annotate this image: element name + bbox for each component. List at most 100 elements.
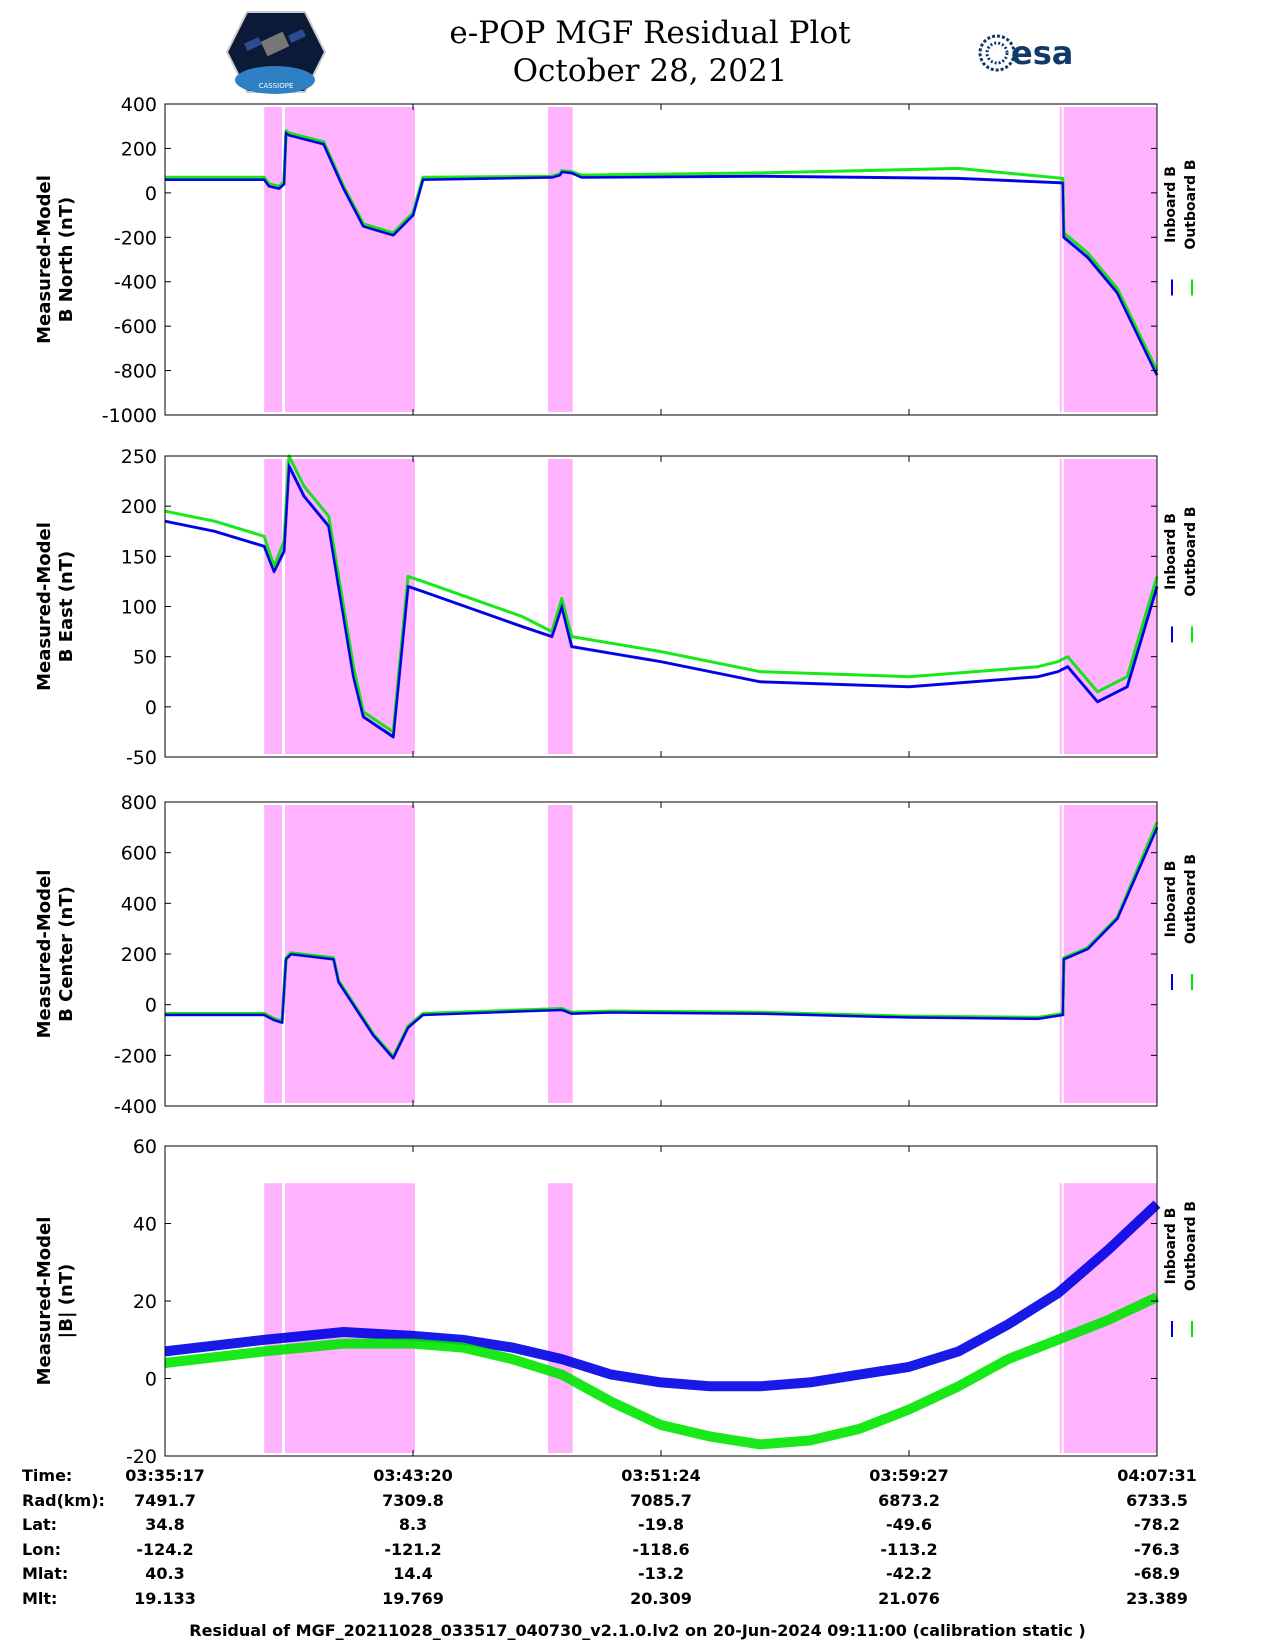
chart-title-line1: e-POP MGF Residual Plot [449, 15, 851, 51]
cassiope-mission-logo: CASSIOPE [225, 11, 327, 94]
info-row-label: Rad(km): [22, 1490, 105, 1510]
y-axis-label: Measured-ModelB North (nT) [34, 175, 77, 344]
y-tick-label: 0 [145, 995, 157, 1017]
y-tick-label: -400 [114, 1096, 157, 1118]
y-tick-label: -50 [126, 747, 157, 769]
y-tick-label: -200 [114, 227, 157, 249]
y-tick-label: 200 [121, 138, 157, 160]
info-row-label: Mlt: [22, 1588, 58, 1608]
legend-outboard-label: Outboard B [1183, 1201, 1199, 1291]
shaded-interval [264, 1183, 283, 1453]
legend: Inboard B Outboard B [1163, 1201, 1199, 1337]
y-axis-label-line1: Measured-Model [34, 175, 55, 344]
info-row-label: Time: [22, 1466, 73, 1485]
shaded-interval [1059, 459, 1062, 754]
info-cell: 8.3 [398, 1515, 428, 1534]
y-tick-label: -20 [126, 1446, 157, 1466]
series-line-outboard [164, 1292, 1160, 1450]
residual-plots: 4002000-200-400-600-800-1000Measured-Mod… [34, 94, 1199, 1466]
shaded-interval [264, 459, 283, 754]
legend-inboard-label: Inboard B [1163, 513, 1179, 590]
y-axis-label-line2: B East (nT) [56, 551, 77, 663]
legend: Inboard B Outboard B [1163, 506, 1199, 643]
info-cell: 7309.8 [382, 1490, 444, 1510]
y-tick-label: 150 [121, 546, 157, 568]
series-line-inboard [164, 1200, 1161, 1392]
info-row-label: Lon: [22, 1539, 61, 1559]
y-tick-label: 60 [133, 1136, 157, 1158]
y-tick-label: 600 [121, 843, 157, 865]
shaded-interval [1059, 1183, 1062, 1453]
info-cell: -124.2 [136, 1539, 194, 1559]
y-tick-label: -600 [114, 316, 157, 338]
series-line-inboard-overlay [165, 130, 1158, 376]
info-row-label: Mlat: [22, 1564, 69, 1583]
orbit-info-table: Time: 03:35:17 03:43:20 03:51:24 03:59:27 04:… [0, 1466, 1275, 1636]
legend-inboard-label: Inboard B [1163, 166, 1179, 243]
legend-outboard-label: Outboard B [1183, 506, 1199, 596]
chart-title: e-POP MGF Residual Plot October 28, 2021 [380, 14, 920, 90]
y-tick-label: 40 [133, 1214, 157, 1236]
y-tick-label: -400 [114, 272, 157, 294]
y-axis-label-line2: B North (nT) [56, 197, 77, 323]
info-cell: -78.2 [1133, 1515, 1181, 1534]
plot-panel-2: 250 200 150 100 50 0 -50 Measured-ModelB East (… [34, 446, 1199, 769]
info-cell: -121.2 [384, 1539, 442, 1559]
footer-caption: Residual of MGF_20211028_033517_040730_v… [189, 1621, 1086, 1640]
info-cell: 03:51:24 [621, 1466, 701, 1485]
shaded-interval [285, 107, 415, 412]
logo-text: CASSIOPE [259, 82, 294, 90]
shaded-interval [264, 107, 283, 412]
info-cell: -19.8 [637, 1515, 685, 1534]
y-axis-label-line1: Measured-Model [34, 1217, 55, 1386]
info-cell: -113.2 [880, 1539, 938, 1559]
info-cell: 20.309 [630, 1588, 692, 1608]
legend: Inboard B Outboard B [1163, 159, 1199, 296]
y-axis-label-line2: B Center (nT) [56, 886, 77, 1022]
y-tick-label: 400 [121, 94, 157, 116]
shaded-interval [285, 1183, 415, 1453]
y-axis-label-line1: Measured-Model [34, 870, 55, 1039]
plot-panel-3: 800 600 400 200 0 -200 -400 Measured-ModelB Cen… [34, 792, 1199, 1118]
y-tick-label: 0 [145, 183, 157, 205]
shaded-interval [1063, 107, 1157, 412]
info-cell: 6733.5 [1126, 1490, 1188, 1510]
info-cell: 03:59:27 [869, 1466, 949, 1485]
shaded-interval [264, 805, 283, 1103]
shaded-interval [1059, 805, 1062, 1103]
shaded-interval [547, 107, 573, 412]
shaded-interval [285, 459, 415, 754]
info-cell: -13.2 [637, 1564, 685, 1583]
y-tick-label: 20 [133, 1291, 157, 1313]
series-line-inboard-overlay [164, 462, 1158, 739]
info-cell: 23.389 [1126, 1588, 1188, 1608]
info-cell: 14.4 [393, 1564, 433, 1583]
y-tick-label: 800 [121, 792, 157, 814]
info-cell: -118.6 [632, 1539, 690, 1559]
esa-logo: esa [978, 34, 1073, 72]
shaded-interval [1063, 459, 1157, 754]
info-row-label: Lat: [22, 1515, 58, 1534]
legend-outboard-label: Outboard B [1183, 854, 1199, 944]
shaded-interval [547, 805, 573, 1103]
info-cell: 04:07:31 [1117, 1466, 1197, 1485]
y-tick-label: -800 [114, 361, 157, 383]
y-axis-label: Measured-ModelB Center (nT) [34, 870, 77, 1039]
info-cell: -42.2 [885, 1564, 933, 1583]
y-tick-label: 200 [121, 944, 157, 966]
legend-inboard-label: Inboard B [1163, 861, 1179, 938]
y-tick-label: 0 [145, 697, 157, 719]
info-cell: -68.9 [1133, 1564, 1181, 1583]
info-cell: 19.133 [134, 1588, 196, 1608]
info-cell: 03:43:20 [373, 1466, 453, 1485]
y-axis-label: Measured-ModelB East (nT) [34, 522, 77, 691]
info-cell: 40.3 [145, 1564, 185, 1583]
info-cell: 03:35:17 [125, 1466, 205, 1485]
y-tick-label: 400 [121, 893, 157, 915]
chart-title-line2: October 28, 2021 [512, 53, 788, 89]
info-cell: 7491.7 [134, 1490, 196, 1510]
y-axis-label: Measured-Model|B| (nT) [34, 1217, 77, 1386]
y-tick-label: -200 [114, 1045, 157, 1067]
info-cell: 34.8 [145, 1515, 185, 1534]
y-tick-label: 0 [145, 1369, 157, 1391]
